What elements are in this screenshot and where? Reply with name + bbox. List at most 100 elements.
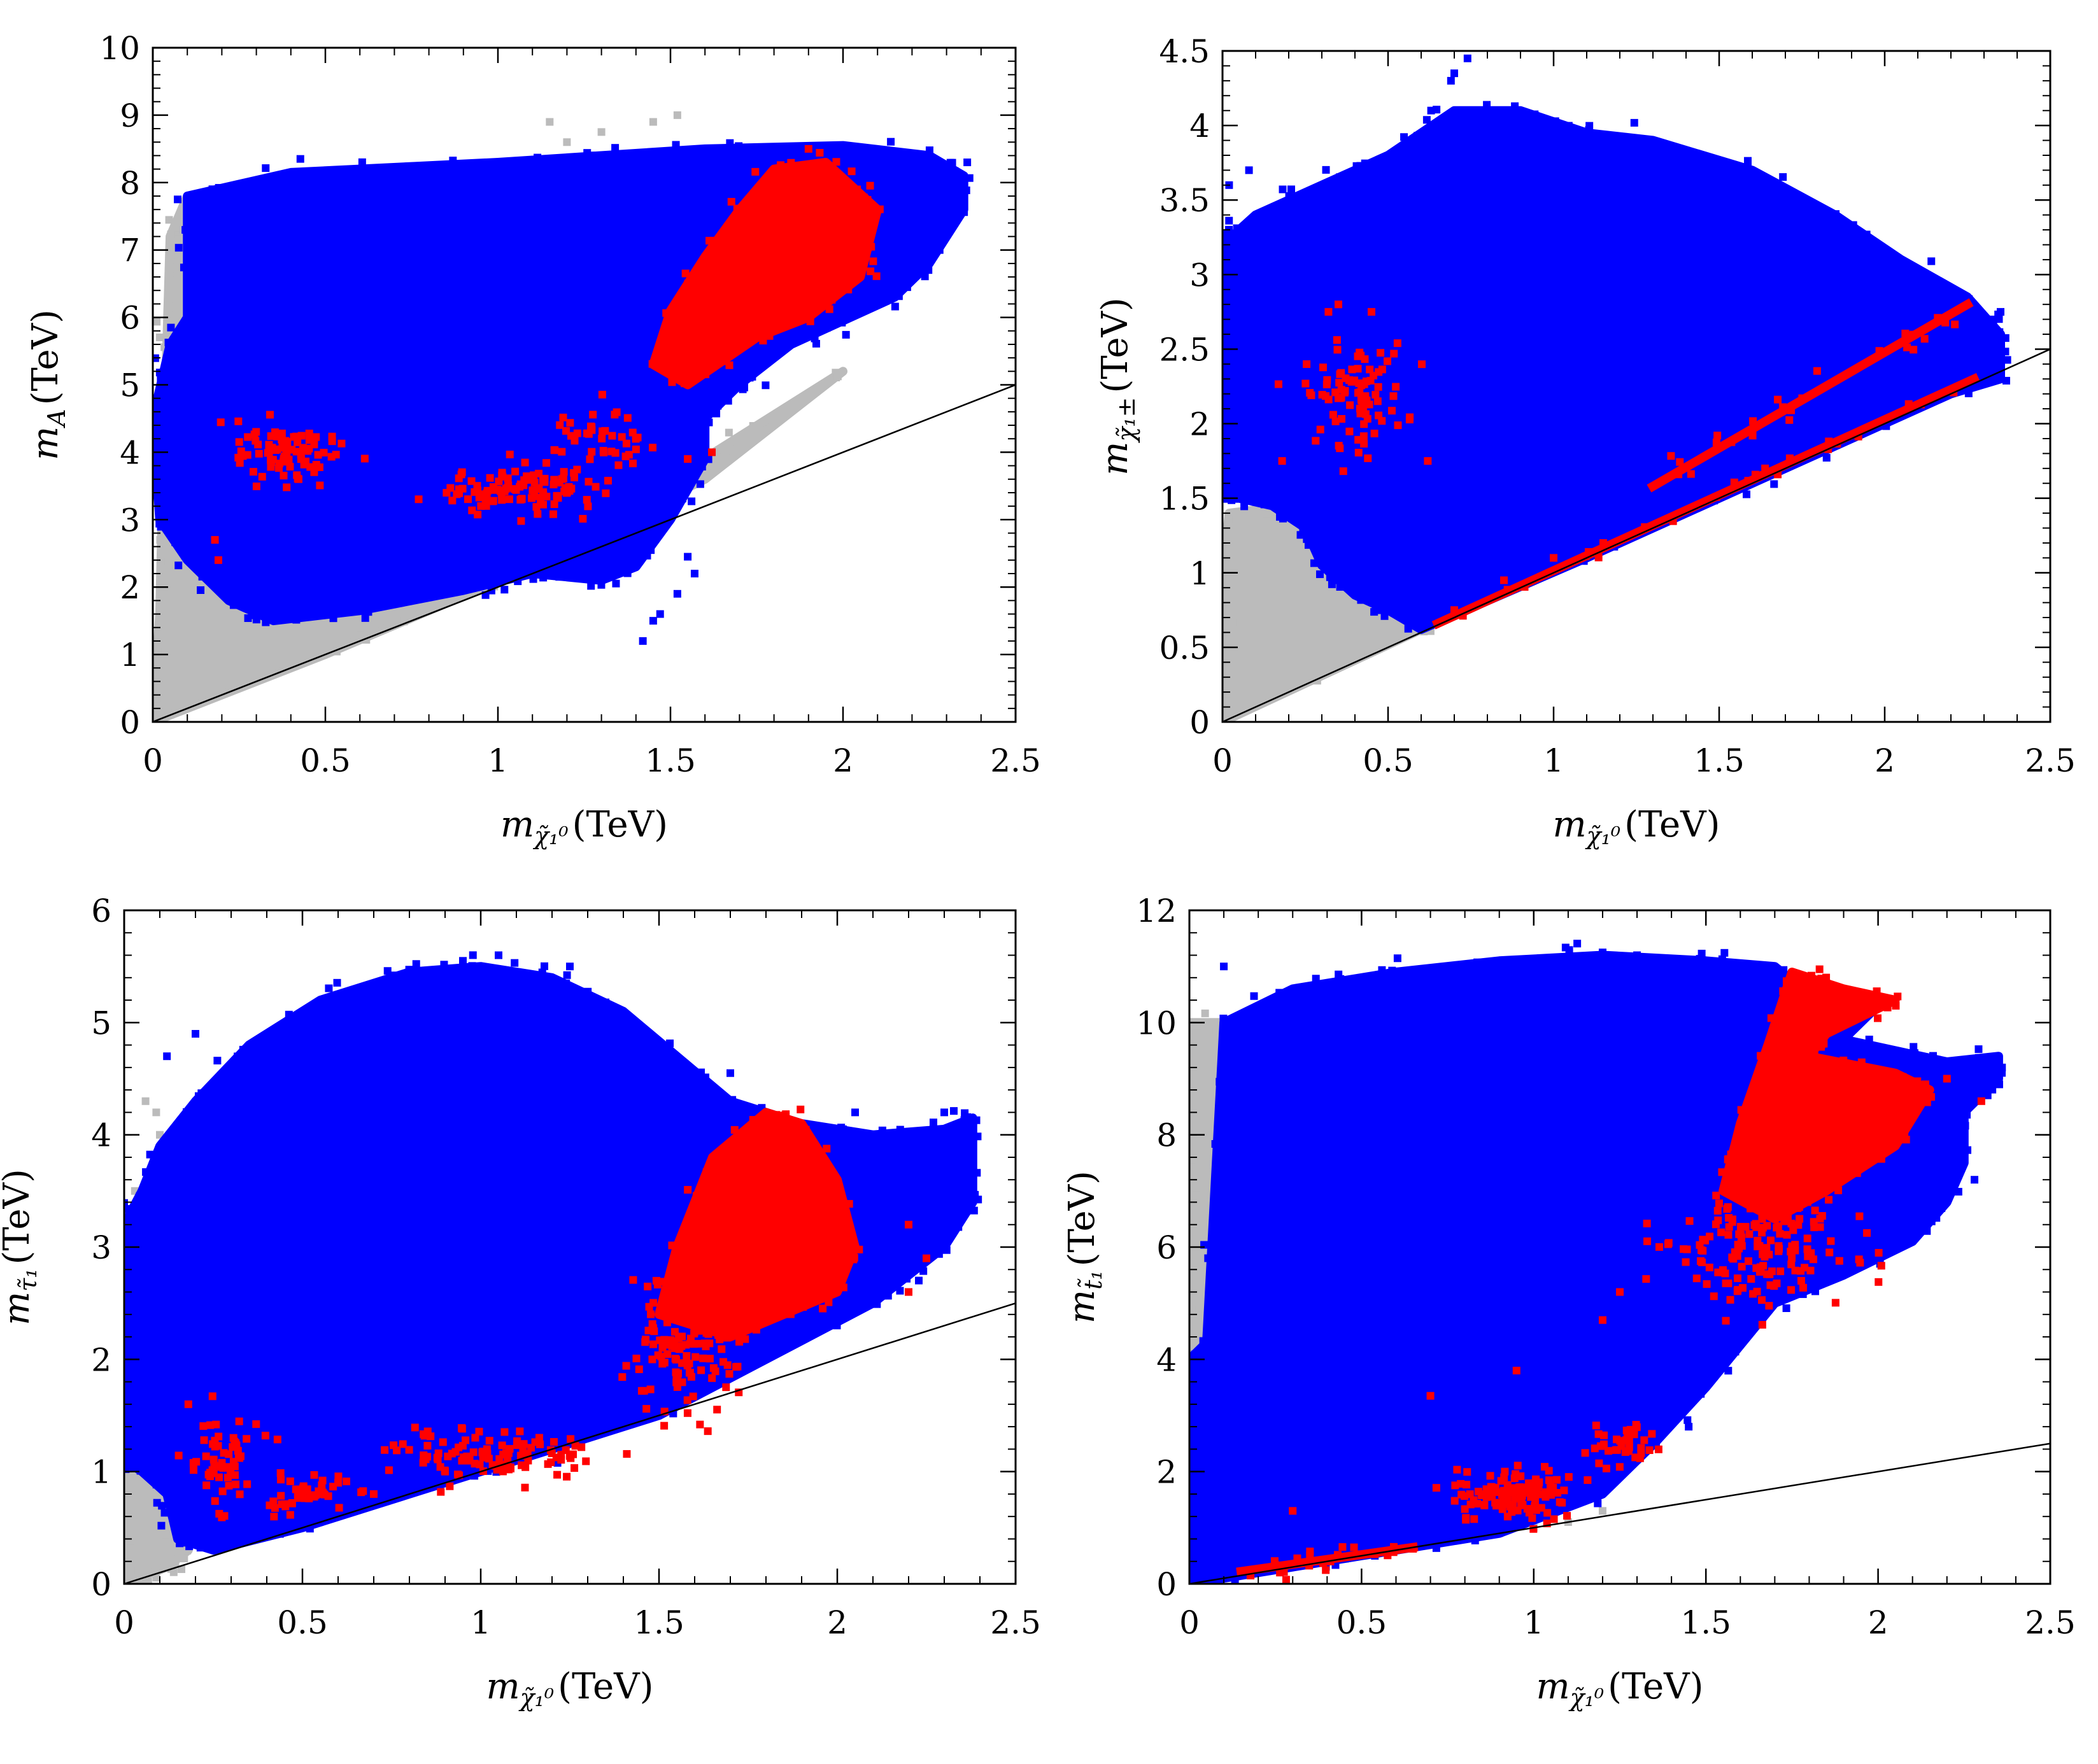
x-tick-label: 0.5 [1363,742,1414,779]
data-point [547,1458,555,1466]
data-point [243,1480,252,1488]
data-point [1701,1236,1710,1245]
data-point [560,468,568,476]
data-point [1237,486,1245,495]
data-point [528,975,537,984]
y-tick-label: 8 [1156,1117,1177,1154]
data-point [136,1192,144,1200]
data-point [1224,515,1233,523]
data-point [255,449,263,458]
data-point [235,1417,243,1425]
data-point [534,510,542,518]
data-point [1713,1206,1722,1215]
data-point [1683,1245,1691,1253]
data-point [420,1430,428,1438]
data-point [1324,307,1333,316]
data-point [869,257,877,265]
data-point [500,1428,509,1436]
data-point [153,647,155,655]
data-point [174,244,183,252]
data-point [1299,525,1307,533]
data-point [439,1438,447,1446]
data-point [180,1555,188,1563]
data-point [212,1420,220,1429]
data-point [164,339,173,347]
data-point [300,446,308,454]
data-point [273,1436,281,1444]
data-point [523,473,531,481]
data-point [1463,54,1471,62]
data-point [294,1494,302,1502]
data-point [973,1169,981,1177]
data-point [216,418,225,427]
data-point [405,1446,413,1454]
data-point [823,1175,832,1183]
data-point [1964,1146,1972,1154]
x-tick-label: 1.5 [1694,742,1745,779]
data-point [893,1133,901,1141]
data-point [511,485,519,493]
data-point [230,1462,239,1471]
data-point [1238,493,1246,501]
data-point [647,546,655,554]
data-point [1904,400,1913,408]
data-point [772,342,781,351]
data-point [1642,1275,1650,1283]
data-point [749,421,757,430]
data-point [542,459,550,467]
data-point [174,195,182,204]
data-point [441,1467,449,1476]
data-point [1910,264,1918,272]
data-point [1803,973,1811,981]
data-point [189,265,197,273]
data-point [474,486,482,495]
data-point [1779,403,1787,411]
data-point [1820,1040,1828,1048]
data-point [370,1490,378,1498]
data-point [284,456,292,464]
data-point [1998,1063,2006,1071]
data-point [1598,1316,1606,1324]
data-point [1279,514,1287,523]
data-point [318,1481,326,1490]
data-point [148,1173,157,1181]
data-point [1362,377,1370,386]
data-point [1822,454,1831,462]
data-point [728,1096,737,1104]
data-point [1366,365,1374,374]
data-point [1779,968,1787,976]
data-point [758,323,767,331]
data-point [1767,1014,1775,1022]
data-point [1947,1175,1955,1183]
data-point [176,1539,184,1548]
data-point [211,1497,219,1505]
data-point [899,1268,907,1276]
data-point [1785,454,1794,462]
data-point [399,1440,407,1448]
data-point [1810,1218,1818,1226]
data-point [954,176,962,184]
data-point [1752,1220,1760,1228]
data-point [1287,185,1296,194]
data-point [623,414,632,422]
data-point [180,264,188,272]
data-point [516,1427,524,1436]
data-point [1734,1141,1742,1149]
data-point [1278,457,1286,465]
data-point [235,1056,243,1064]
data-point [1676,458,1684,466]
data-point [1705,1264,1713,1272]
data-point [1773,1213,1781,1221]
data-point [1724,1203,1732,1211]
data-point [335,1504,343,1512]
data-point [1595,1459,1603,1467]
data-point [1458,109,1466,117]
data-point [1560,1486,1568,1495]
data-point [143,1468,152,1476]
data-point [725,361,734,369]
data-point [1921,1080,1929,1089]
data-point [155,333,164,341]
data-point [903,1274,911,1283]
data-point [511,467,520,476]
data-point [488,497,497,505]
